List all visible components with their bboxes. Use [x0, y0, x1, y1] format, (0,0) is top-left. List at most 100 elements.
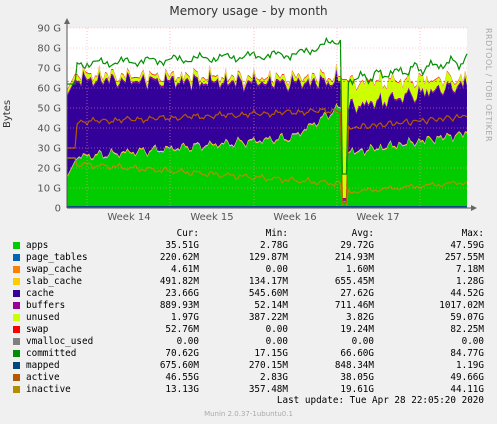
legend-row-inactive: inactive 13.13G 357.48M 19.61G 44.11G	[0, 384, 497, 396]
legend-max: 49.66G	[450, 372, 484, 383]
legend-name: buffers	[26, 300, 66, 311]
legend-avg: 19.24M	[340, 324, 374, 335]
y-tick-label: 10 G	[37, 184, 61, 195]
legend-min: 545.60M	[248, 288, 288, 299]
legend-cur: 4.61M	[171, 264, 199, 275]
legend-name: active	[26, 372, 60, 383]
legend-name: swap_cache	[26, 264, 82, 275]
legend-avg: 711.46M	[334, 300, 374, 311]
legend-row-committed: committed 70.62G 17.15G 66.60G 84.77G	[0, 348, 497, 360]
legend-swatch	[13, 386, 20, 393]
legend-name: inactive	[26, 384, 71, 395]
legend-name: vmalloc_used	[26, 336, 94, 347]
x-tick-label: Week 14	[107, 212, 150, 223]
y-tick-label: 60 G	[37, 84, 61, 95]
legend-min: 2.83G	[260, 372, 288, 383]
legend-min: 357.48M	[248, 384, 288, 395]
legend-max: 44.52G	[450, 288, 484, 299]
y-tick-label: 90 G	[37, 24, 61, 35]
header-avg: Avg:	[351, 228, 374, 239]
legend-cur: 1.97G	[171, 312, 199, 323]
legend-avg: 29.72G	[340, 240, 374, 251]
legend-avg: 214.93M	[334, 252, 374, 263]
legend-row-slab-cache: slab_cache 491.82M 134.17M 655.45M 1.28G	[0, 276, 497, 288]
legend-avg: 0.00	[351, 336, 374, 347]
y-tick-label: 20 G	[37, 164, 61, 175]
legend-name: unused	[26, 312, 60, 323]
legend-cur: 35.51G	[165, 240, 199, 251]
legend-row-active: active 46.55G 2.83G 38.05G 49.66G	[0, 372, 497, 384]
legend-row-cache: cache 23.66G 545.60M 27.62G 44.52G	[0, 288, 497, 300]
area-apps	[67, 105, 467, 208]
line-active	[67, 107, 468, 203]
legend-min: 270.15M	[248, 360, 288, 371]
legend-row-swap: swap 52.76M 0.00 19.24M 82.25M	[0, 324, 497, 336]
y-tick-label: 40 G	[37, 124, 61, 135]
legend-cur: 52.76M	[165, 324, 199, 335]
legend-name: slab_cache	[26, 276, 82, 287]
legend-max: 7.18M	[456, 264, 484, 275]
legend-swatch	[13, 254, 20, 261]
legend-cur: 70.62G	[165, 348, 199, 359]
legend-row-unused: unused 1.97G 387.22M 3.82G 59.07G	[0, 312, 497, 324]
legend-name: page_tables	[26, 252, 88, 263]
line-inactive	[67, 157, 468, 208]
legend-min: 17.15G	[254, 348, 288, 359]
legend-min: 2.78G	[260, 240, 288, 251]
legend-max: 1.19G	[456, 360, 484, 371]
legend-swatch	[13, 266, 20, 273]
legend-row-swap-cache: swap_cache 4.61M 0.00 1.60M 7.18M	[0, 264, 497, 276]
legend-avg: 19.61G	[340, 384, 374, 395]
legend-cur: 491.82M	[159, 276, 199, 287]
legend-max: 1017.02M	[439, 300, 484, 311]
legend-max: 82.25M	[450, 324, 484, 335]
legend-cur: 675.60M	[159, 360, 199, 371]
legend-min: 0.00	[265, 336, 288, 347]
legend-cur: 13.13G	[165, 384, 199, 395]
legend-header-row: Cur: Min: Avg: Max:	[0, 228, 497, 240]
header-min: Min:	[265, 228, 288, 239]
area-unused	[67, 64, 467, 198]
legend-max: 257.55M	[444, 252, 484, 263]
legend-row-vmalloc-used: vmalloc_used 0.00 0.00 0.00 0.00	[0, 336, 497, 348]
legend-min: 0.00	[265, 264, 288, 275]
y-tick-label: 0	[55, 204, 61, 215]
y-arrow	[64, 18, 70, 24]
legend-swatch	[13, 374, 20, 381]
legend-min: 387.22M	[248, 312, 288, 323]
legend-cur: 23.66G	[165, 288, 199, 299]
legend-swatch	[13, 314, 20, 321]
header-max: Max:	[461, 228, 484, 239]
y-tick-label: 80 G	[37, 44, 61, 55]
legend-swatch	[13, 362, 20, 369]
legend-row-mapped: mapped 675.60M 270.15M 848.34M 1.19G	[0, 360, 497, 372]
legend-max: 0.00	[461, 336, 484, 347]
area-cache	[67, 69, 467, 201]
legend-swatch	[13, 290, 20, 297]
rrdtool-credit: RRDTOOL / TOBI OETIKER	[484, 28, 493, 143]
legend-min: 129.87M	[248, 252, 288, 263]
legend-max: 84.77G	[450, 348, 484, 359]
y-tick-label: 70 G	[37, 64, 61, 75]
legend-swatch	[13, 338, 20, 345]
legend-cur: 220.62M	[159, 252, 199, 263]
legend-swatch	[13, 350, 20, 357]
legend-avg: 655.45M	[334, 276, 374, 287]
legend-max: 59.07G	[450, 312, 484, 323]
legend-name: mapped	[26, 360, 60, 371]
legend-avg: 3.82G	[346, 312, 374, 323]
legend-cur: 889.93M	[159, 300, 199, 311]
legend-row-page-tables: page_tables 220.62M 129.87M 214.93M 257.55M	[0, 252, 497, 264]
legend-avg: 27.62G	[340, 288, 374, 299]
legend-name: cache	[26, 288, 54, 299]
legend-swatch	[13, 242, 20, 249]
legend-max: 44.11G	[450, 384, 484, 395]
x-arrow	[471, 205, 477, 211]
legend-name: committed	[26, 348, 77, 359]
legend-cur: 0.00	[176, 336, 199, 347]
x-tick-label: Week 17	[356, 212, 399, 223]
legend-min: 134.17M	[248, 276, 288, 287]
legend-avg: 38.05G	[340, 372, 374, 383]
legend-swatch	[13, 326, 20, 333]
legend-row-buffers: buffers 889.93M 52.14M 711.46M 1017.02M	[0, 300, 497, 312]
